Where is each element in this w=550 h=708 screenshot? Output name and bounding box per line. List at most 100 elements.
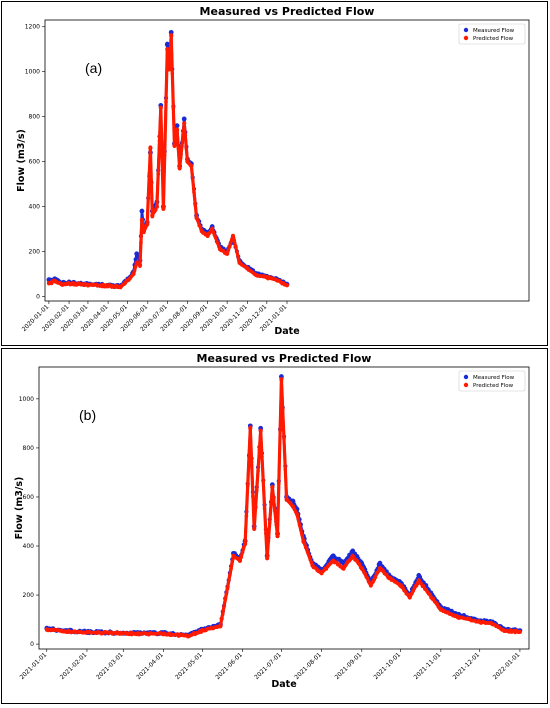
x-tick-label: 2021-10-01 (372, 651, 402, 681)
data-point (162, 153, 167, 157)
data-point (267, 520, 272, 525)
data-point (237, 260, 242, 265)
data-point (59, 282, 64, 287)
data-point (248, 426, 253, 431)
legend-entry: Predicted Flow (473, 383, 514, 389)
data-point (330, 553, 336, 559)
flow-chart-a: Measured vs Predicted Flow 0 200 400 600 800 1… (16, 5, 530, 337)
data-point (264, 531, 268, 536)
data-point (176, 146, 181, 151)
data-point (85, 282, 91, 287)
data-point (275, 534, 280, 539)
data-point (168, 29, 174, 35)
data-point (213, 235, 218, 239)
data-point (237, 558, 243, 563)
data-point (183, 133, 188, 137)
data-point (199, 229, 204, 234)
x-tick-label: 2022-01-01 (492, 651, 522, 681)
data-point (244, 514, 249, 518)
data-point (245, 266, 250, 271)
series-1 (44, 377, 523, 639)
y-axis-label: Flow (m3/s) (14, 477, 25, 540)
data-point (428, 592, 432, 597)
plot-frame (44, 19, 530, 302)
data-point (230, 233, 236, 238)
data-point (228, 240, 233, 245)
data-point (307, 553, 311, 558)
chart-title: Measured vs Predicted Flow (197, 352, 372, 365)
data-point (280, 407, 285, 411)
y-tick-label: 1200 (25, 24, 40, 31)
legend-box (458, 23, 526, 45)
data-point (84, 630, 90, 635)
data-point (66, 281, 72, 286)
data-point (133, 264, 138, 269)
data-point (165, 47, 170, 52)
data-point (174, 123, 180, 129)
y-axis-label: Flow (m3/s) (16, 129, 27, 192)
x-tick-label: 2021-02-01 (59, 651, 89, 681)
data-point (300, 533, 304, 537)
data-point (121, 631, 126, 636)
data-point (299, 527, 303, 532)
chart-title: Measured vs Predicted Flow (200, 5, 375, 18)
data-point (350, 548, 356, 554)
legend-box (458, 370, 526, 392)
data-point (167, 67, 172, 72)
data-point (44, 627, 49, 632)
data-point (210, 226, 215, 232)
data-point (200, 628, 205, 633)
legend-marker (463, 374, 469, 380)
data-point (184, 146, 189, 151)
x-tick-label: 2021-08-01 (293, 651, 323, 681)
data-point (156, 172, 160, 176)
legend-entry: Predicted Flow (473, 36, 514, 42)
data-point (217, 247, 223, 252)
data-point (421, 584, 426, 588)
data-point (222, 604, 226, 609)
data-point (411, 589, 415, 593)
series-line (46, 377, 521, 638)
data-point (173, 137, 178, 141)
data-point (164, 100, 168, 104)
data-point (273, 509, 277, 513)
data-point (262, 506, 267, 511)
data-point (341, 565, 346, 571)
y-tick-label: 200 (23, 592, 35, 599)
legend: Measured Flow Predicted Flow (458, 370, 526, 392)
data-point (359, 565, 364, 571)
data-point (277, 481, 281, 486)
data-point (62, 629, 68, 634)
data-point (52, 278, 57, 283)
data-point (148, 146, 153, 151)
data-point (226, 578, 231, 583)
data-point (283, 467, 288, 472)
data-point (235, 249, 239, 254)
x-axis-label: Date (274, 326, 299, 337)
data-point (398, 583, 403, 588)
data-point (139, 240, 143, 245)
data-point (133, 257, 138, 262)
data-point (205, 233, 210, 238)
data-point (172, 143, 177, 148)
x-tick-label: 2021-06-01 (214, 651, 244, 681)
data-point (290, 504, 296, 509)
data-point (189, 164, 194, 169)
data-point (134, 260, 139, 265)
data-point (365, 576, 370, 580)
data-point (438, 607, 443, 612)
legend-marker (463, 35, 469, 41)
data-point (232, 238, 237, 243)
x-tick-label: 2021-09-01 (334, 651, 364, 681)
data-point (249, 459, 254, 464)
data-point (254, 488, 259, 493)
y-tick-label: 800 (29, 114, 41, 121)
y-tick-label: 200 (29, 249, 41, 256)
data-point (153, 208, 158, 212)
data-point (229, 566, 233, 571)
x-tick-label: 2021-04-01 (135, 651, 165, 681)
data-point (160, 155, 164, 160)
data-point (139, 217, 145, 223)
data-point (331, 558, 336, 563)
data-point (141, 229, 146, 234)
